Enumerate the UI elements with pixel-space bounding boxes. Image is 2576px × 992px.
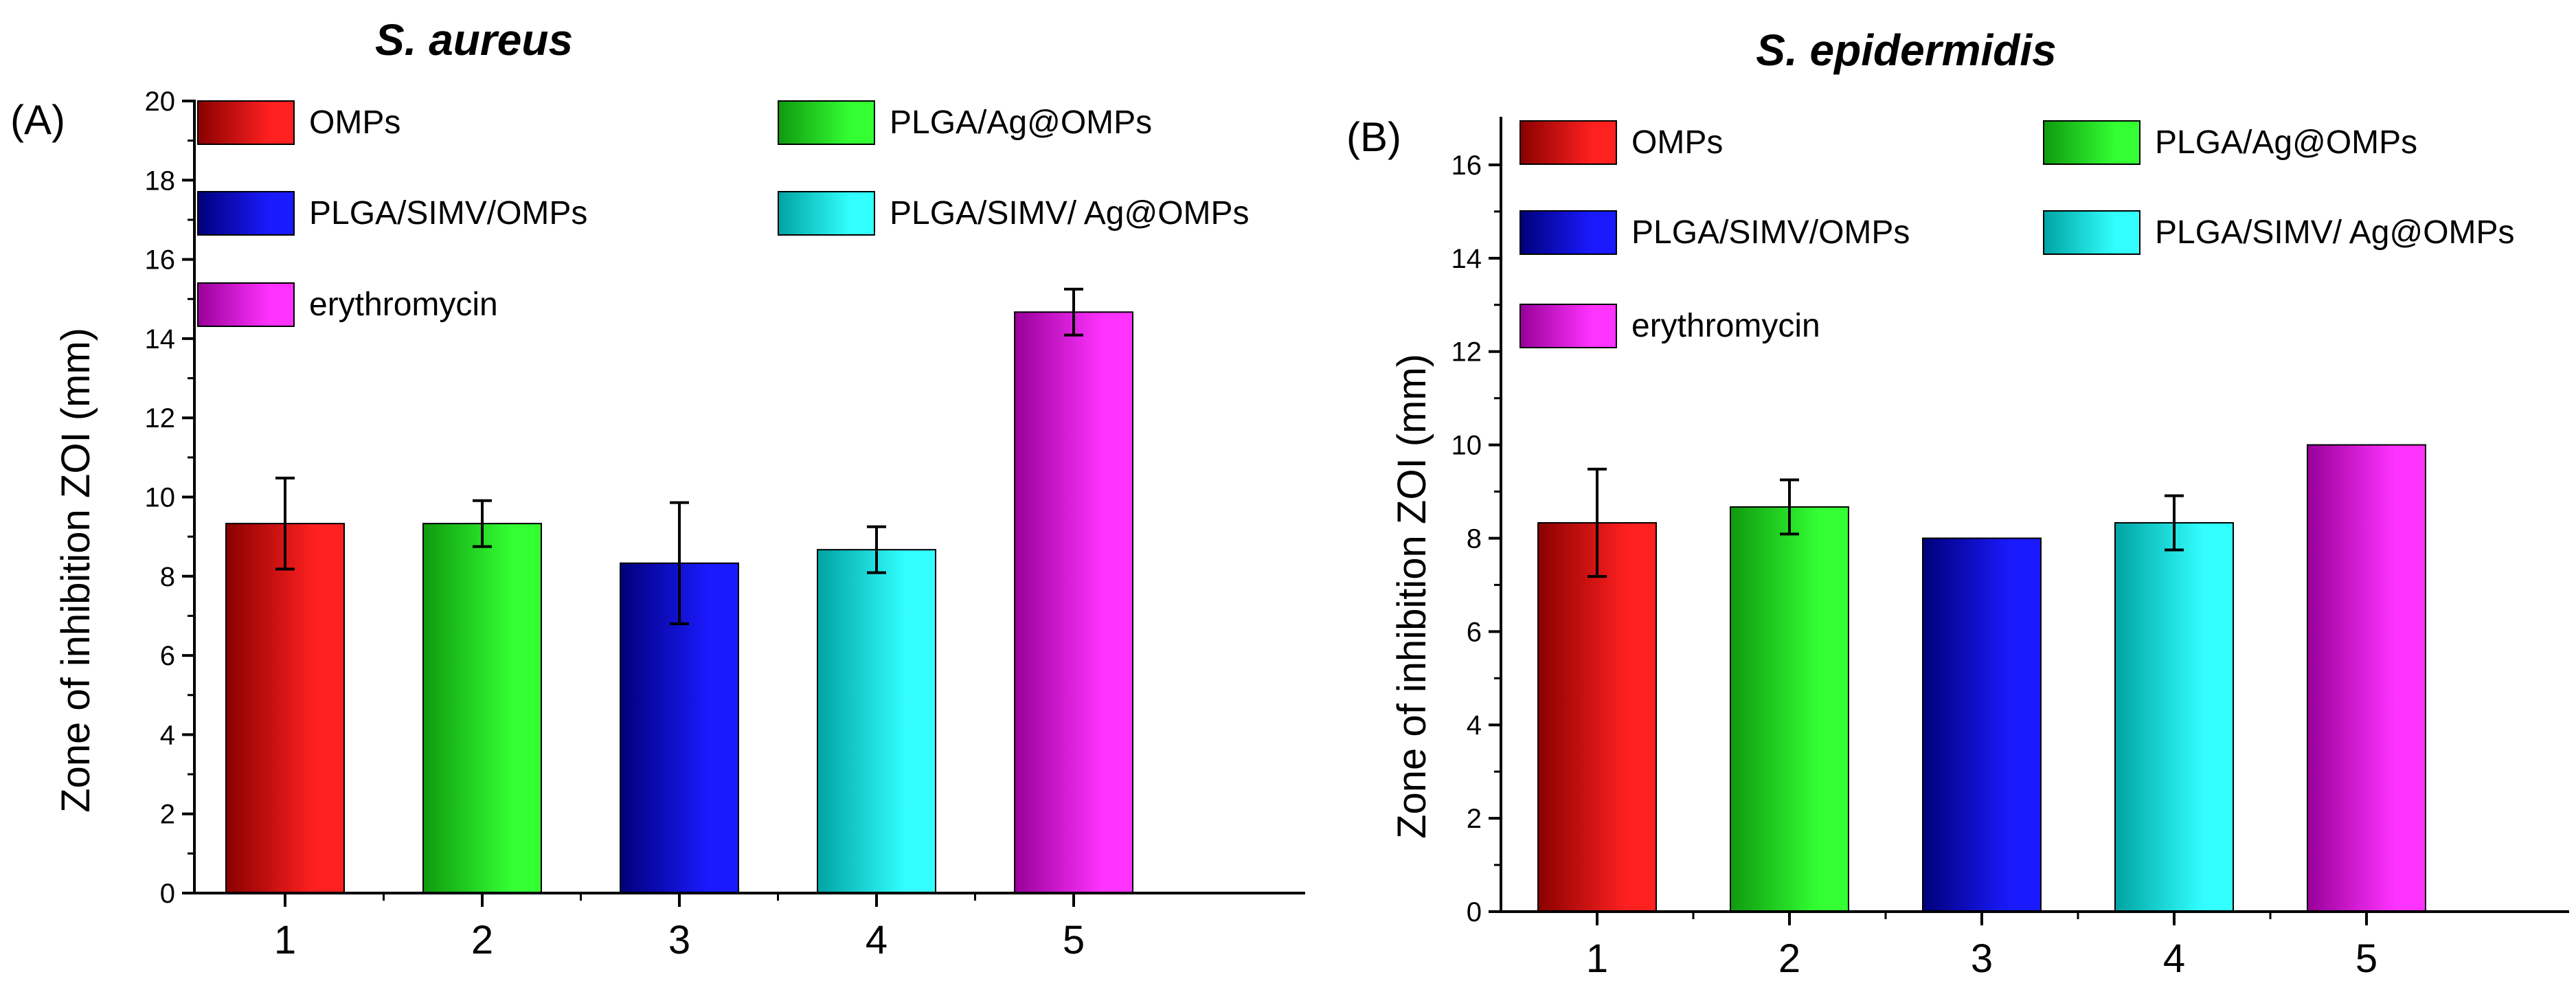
chart-b-y-tick-label: 2: [1467, 804, 1482, 834]
chart-b-legend-swatch: [1519, 120, 1617, 165]
chart-b-legend: OMPs PLGA/Ag@OMPs PLGA/SIMV/OMPs PLGA/SIMV/…: [1519, 120, 2515, 348]
chart-a-bar-5: [1014, 311, 1133, 894]
chart-a-bar-1: [225, 523, 345, 894]
chart-a-legend-label: PLGA/SIMV/OMPs: [309, 195, 587, 232]
chart-a-y-tick-label: 6: [160, 641, 175, 671]
chart-a-error-bar-4: [867, 525, 886, 574]
chart-b-bar-1: [1537, 522, 1657, 912]
chart-a-x-tick-label-1: 1: [274, 918, 296, 962]
panel-b: S. epidermidis (B) Zone of inhibition ZO…: [1346, 25, 2569, 981]
chart-a-legend-swatch: [197, 191, 295, 236]
chart-b-bar-4: [2114, 522, 2234, 912]
chart-b-legend-swatch: [2043, 120, 2140, 165]
chart-a-legend-item-1: OMPs: [197, 100, 400, 145]
chart-a-y-tick-label: 12: [145, 403, 176, 433]
chart-a-legend-label: PLGA/SIMV/ Ag@OMPs: [890, 195, 1250, 232]
chart-b-y-tick-label: 10: [1451, 431, 1482, 461]
panel-a: S. aureus (A) Zone of inhibition ZOI (mm…: [10, 15, 1305, 962]
chart-a-panel-label: (A): [10, 97, 65, 143]
chart-a-y-tick-label: 10: [145, 483, 176, 513]
chart-b-bar-2: [1730, 506, 1849, 912]
chart-b-legend-swatch: [1519, 210, 1617, 255]
chart-b-y-tick-label: 4: [1467, 710, 1482, 741]
chart-a-bar-2: [422, 523, 542, 894]
chart-a-x-tick-label-3: 3: [668, 918, 690, 962]
chart-b-error-bar-1: [1588, 467, 1607, 578]
chart-b-legend-label: PLGA/SIMV/OMPs: [1631, 214, 1910, 251]
chart-b-x-tick-label-2: 2: [1778, 936, 1800, 981]
chart-b-legend-swatch: [1519, 304, 1617, 348]
chart-b-panel-label: (B): [1346, 114, 1401, 160]
chart-b-y-tick-label: 6: [1467, 617, 1482, 647]
chart-b-legend-item-4: PLGA/SIMV/ Ag@OMPs: [2043, 210, 2515, 255]
chart-b-legend-item-2: PLGA/Ag@OMPs: [2043, 120, 2417, 165]
chart-b-x-tick-label-5: 5: [2355, 936, 2377, 981]
chart-a-y-tick-label: 8: [160, 562, 175, 592]
chart-a-y-tick-label: 18: [145, 166, 176, 196]
chart-b-legend-item-5: erythromycin: [1519, 304, 1820, 348]
chart-b-title: S. epidermidis: [1756, 25, 2056, 75]
chart-a-y-tick-label: 16: [145, 245, 176, 275]
chart-b-y-tick-label: 0: [1467, 897, 1482, 927]
chart-b-legend-label: PLGA/SIMV/ Ag@OMPs: [2155, 214, 2515, 251]
chart-b-y-tick-label: 14: [1451, 244, 1482, 274]
chart-a-x-tick-label-5: 5: [1063, 918, 1085, 962]
chart-a-legend-label: erythromycin: [309, 286, 498, 323]
chart-b-legend-label: erythromycin: [1631, 308, 1820, 344]
chart-a-error-bars: [275, 287, 1083, 625]
chart-a-legend-item-5: erythromycin: [197, 282, 498, 327]
chart-a-x-tick-label-2: 2: [471, 918, 493, 962]
chart-b-y-tick-label: 8: [1467, 523, 1482, 554]
chart-b-x-tick-label-4: 4: [2163, 936, 2185, 981]
chart-a-legend-swatch: [778, 191, 875, 236]
chart-a-error-bar-5: [1064, 287, 1083, 337]
chart-a-legend-label: PLGA/Ag@OMPs: [890, 104, 1152, 141]
chart-a-legend-swatch: [778, 100, 875, 145]
chart-a-legend: OMPs PLGA/Ag@OMPs PLGA/SIMV/OMPs PLGA/SIMV/…: [197, 100, 1250, 327]
chart-a-legend-label: OMPs: [309, 104, 400, 141]
chart-b-y-tick-label: 16: [1451, 150, 1482, 181]
chart-b-error-bars: [1588, 467, 2184, 578]
chart-b-y-tick-label: 12: [1451, 337, 1482, 368]
chart-a-bar-4: [817, 549, 936, 894]
chart-a-y-tick-label: 14: [145, 324, 176, 354]
chart-a-error-bar-1: [275, 476, 295, 571]
chart-b-legend-label: OMPs: [1631, 124, 1723, 161]
chart-b-legend-item-3: PLGA/SIMV/OMPs: [1519, 210, 1910, 255]
chart-a-legend-swatch: [197, 100, 295, 145]
chart-a-legend-item-4: PLGA/SIMV/ Ag@OMPs: [778, 191, 1250, 236]
chart-b-y-axis-label: Zone of inhibition ZOI (mm): [1390, 354, 1434, 839]
chart-a-error-bar-2: [473, 499, 492, 548]
chart-a-error-bar-3: [670, 501, 689, 625]
chart-b-legend-item-1: OMPs: [1519, 120, 1723, 165]
chart-a-legend-item-2: PLGA/Ag@OMPs: [778, 100, 1152, 145]
chart-a-y-tick-label: 4: [160, 720, 175, 750]
chart-b-legend-swatch: [2043, 210, 2140, 255]
chart-b-error-bar-4: [2165, 494, 2184, 552]
chart-b-legend-label: PLGA/Ag@OMPs: [2155, 124, 2417, 161]
chart-a-y-tick-label: 2: [160, 800, 175, 830]
chart-a-x-tick-label-4: 4: [866, 918, 888, 962]
chart-a-y-axis-label: Zone of inhibition ZOI (mm): [54, 328, 98, 813]
chart-b-x-tick-label-1: 1: [1586, 936, 1608, 981]
chart-b-bar-3: [1922, 537, 2042, 912]
chart-a-bars: [225, 311, 1133, 894]
chart-b-bars: [1537, 444, 2426, 912]
chart-a-title: S. aureus: [375, 15, 573, 65]
chart-a-legend-item-3: PLGA/SIMV/OMPs: [197, 191, 587, 236]
chart-b-bar-5: [2307, 444, 2426, 912]
chart-a-legend-swatch: [197, 282, 295, 327]
chart-b-error-bar-2: [1780, 478, 1799, 536]
chart-b-x-tick-label-3: 3: [1971, 936, 1993, 981]
chart-a-y-tick-label: 0: [160, 879, 175, 909]
chart-a-y-tick-label: 20: [145, 87, 176, 117]
